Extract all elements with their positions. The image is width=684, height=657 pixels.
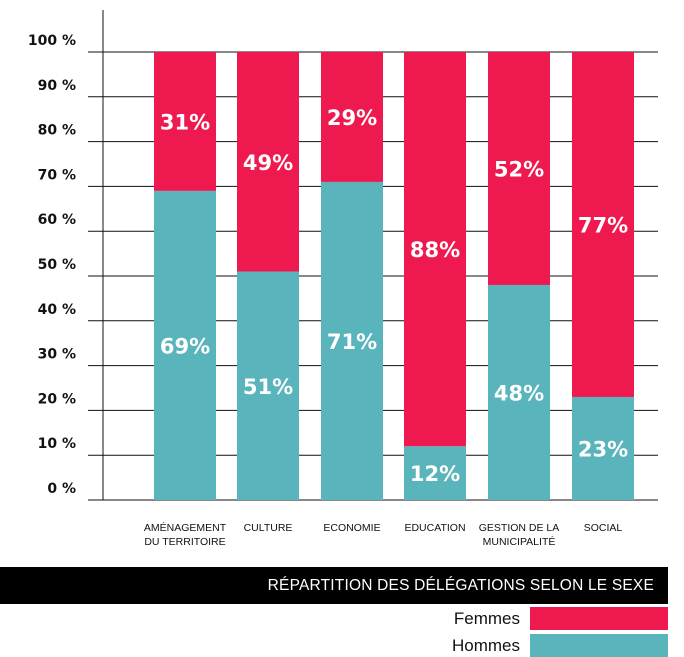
legend-item-hommes: Hommes [452,634,668,657]
x-category-label: MUNICIPALITÉ [483,535,556,548]
y-tick-label: 60 % [38,212,76,228]
x-category-label: SOCIAL [584,522,623,534]
x-category-label: DU TERRITOIRE [144,536,225,548]
y-tick-label: 90 % [38,78,76,94]
y-tick-label: 40 % [38,302,76,318]
x-category-label: AMÉNAGEMENT [144,521,227,534]
x-category-label: ECONOMIE [323,522,380,534]
data-label: 29% [327,106,377,130]
legend-label-femmes: Femmes [453,608,520,628]
x-category-label: EDUCATION [404,522,465,534]
y-tick-label: 80 % [38,123,76,139]
y-tick-label: 30 % [38,347,76,363]
legend-label-hommes: Hommes [451,635,520,655]
y-tick-label: 70 % [38,167,76,183]
data-label: 88% [410,238,460,262]
bar-hommes [572,396,634,500]
data-label: 71% [327,330,377,354]
y-tick-label: 20 % [38,391,76,407]
data-label: 23% [578,437,628,461]
data-label: 12% [410,462,460,486]
bar-femmes [488,52,550,285]
chart-title-band: RÉPARTITION DES DÉLÉGATIONS SELON LE SEX… [0,567,668,604]
data-label: 52% [494,157,544,181]
data-label: 69% [160,334,210,358]
bar-hommes [321,181,383,501]
legend-swatch-femmes [530,607,668,630]
bar-femmes [572,52,634,397]
x-category-label: CULTURE [244,522,293,534]
bar-hommes [237,271,299,500]
y-tick-label: 0 % [47,481,76,497]
x-category-label: GESTION DE LA [479,522,560,534]
bar-femmes [321,52,383,182]
y-tick-label: 50 % [38,257,76,273]
data-label: 48% [494,381,544,405]
y-tick-label: 100 % [28,33,76,49]
legend-item-femmes: Femmes [454,607,668,630]
bar-femmes [404,52,466,447]
bar-femmes [154,52,216,191]
data-label: 31% [160,110,210,134]
chart-title: RÉPARTITION DES DÉLÉGATIONS SELON LE SEX… [267,576,654,594]
bar-hommes [154,190,216,500]
y-tick-label: 10 % [38,436,76,452]
data-label: 51% [243,375,293,399]
bar-hommes [488,284,550,500]
bar-hommes [404,446,466,500]
data-label: 77% [578,213,628,237]
legend-swatch-hommes [530,634,668,657]
stacked-bar-chart: 0 % 10 % 20 % 30 % 40 % 50 % 60 % 70 % 80 % 90 % 1… [28,10,658,548]
bar-femmes [237,52,299,272]
data-label: 49% [243,151,293,175]
